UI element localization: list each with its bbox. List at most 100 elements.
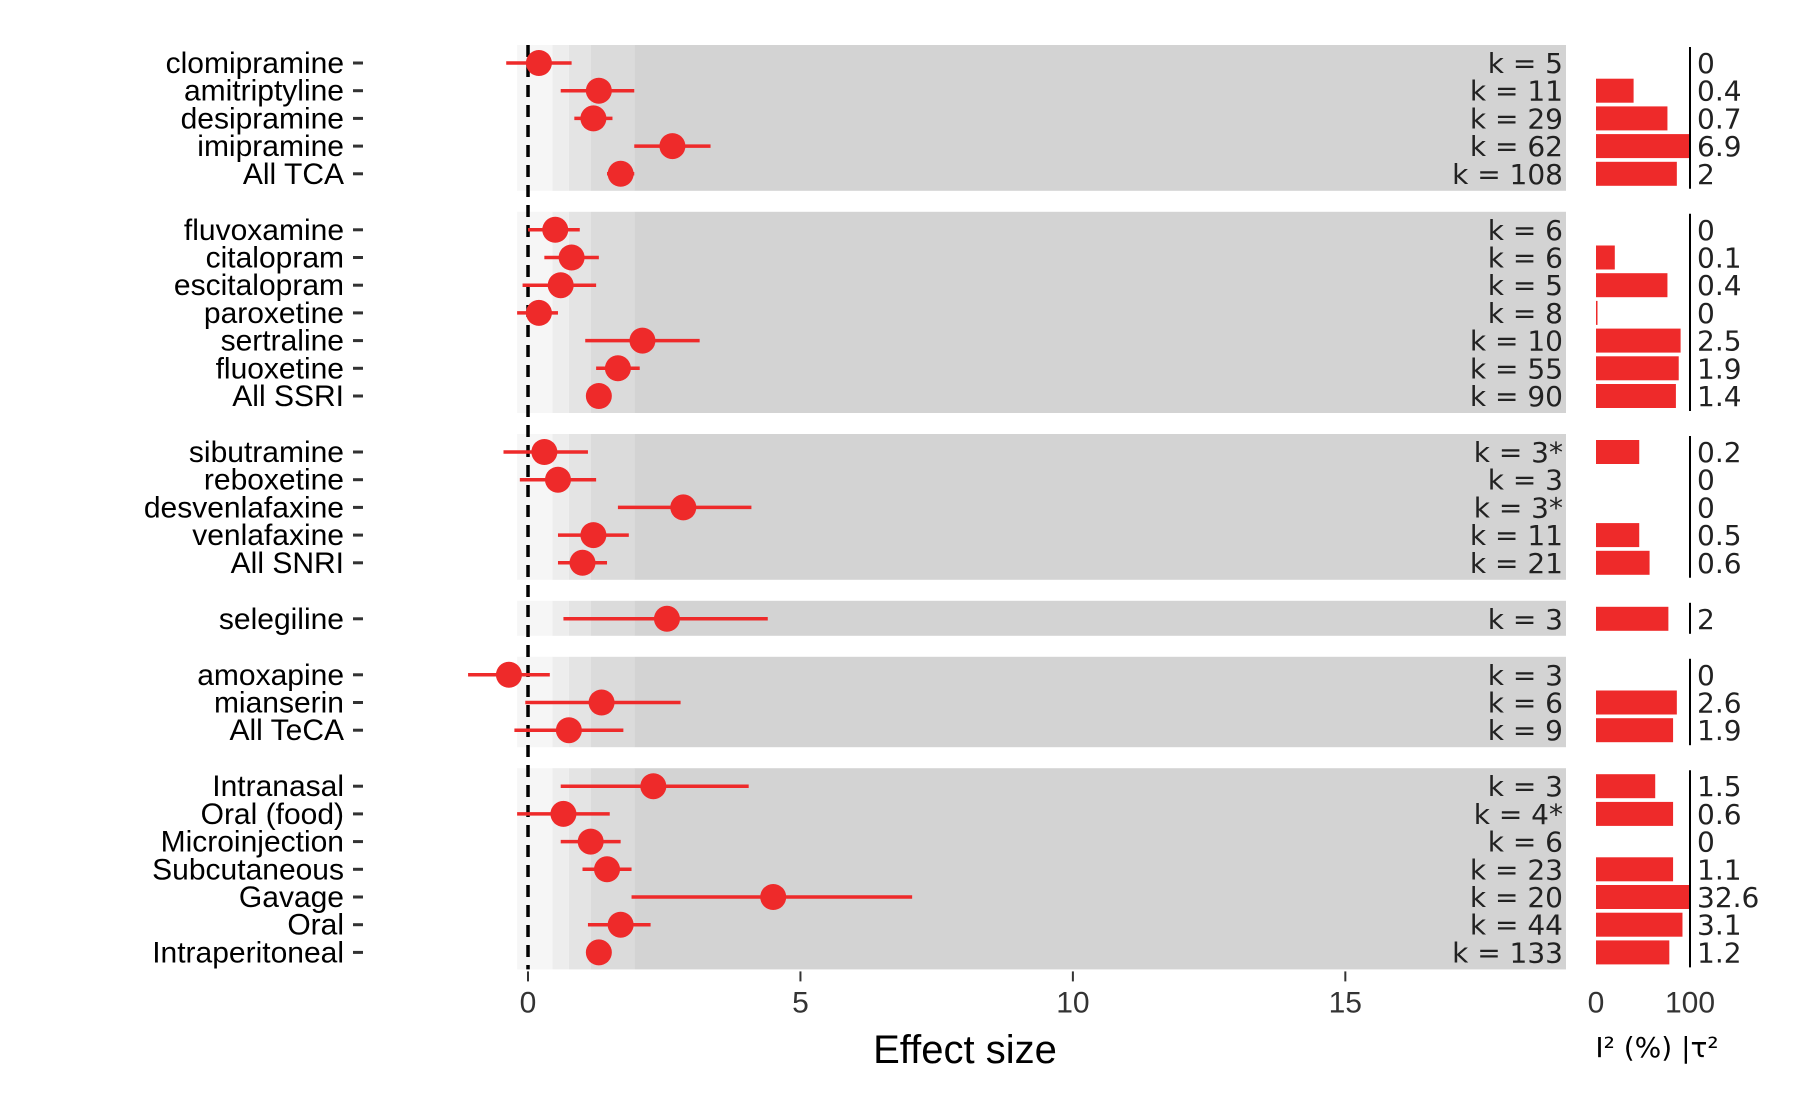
panel-band [552, 768, 569, 970]
i2-bar [1596, 885, 1690, 909]
panel-band [370, 656, 518, 748]
estimate-marks [468, 50, 913, 966]
effect-estimate-point [594, 856, 621, 883]
tau2-value: 0 [1697, 826, 1715, 859]
panel-band [517, 600, 553, 636]
category-label: fluvoxamine [184, 214, 344, 247]
tau2-value: 0 [1697, 659, 1715, 692]
i2-bar [1596, 300, 1598, 325]
category-labels: clomipramineamitriptylinedesipramineimip… [144, 47, 363, 969]
category-label: sertraline [221, 325, 344, 358]
tau2-value: 32.6 [1697, 881, 1759, 914]
study-count: k = 3 [1488, 659, 1563, 692]
category-label: reboxetine [204, 464, 344, 497]
effect-estimate-point [659, 133, 686, 160]
panel-band [517, 768, 553, 970]
panel-band [370, 600, 518, 636]
effect-estimate-point [607, 160, 634, 187]
i2-bar [1596, 801, 1674, 826]
effect-estimate-point [604, 355, 631, 382]
category-label: Intranasal [212, 770, 344, 803]
study-count: k = 8 [1488, 297, 1563, 330]
effect-estimate-point [569, 549, 596, 576]
category-label: amoxapine [197, 659, 344, 692]
i2-bar [1596, 440, 1640, 464]
tau2-value: 0.6 [1697, 547, 1742, 580]
i2-bar [1596, 78, 1634, 103]
tau2-value: 0 [1697, 47, 1715, 80]
category-label: All TeCA [230, 714, 345, 747]
x-tick-label: 0 [520, 986, 537, 1019]
panel-band [370, 211, 518, 413]
effect-estimate-point [607, 911, 634, 938]
tau2-value: 1.9 [1697, 714, 1742, 747]
axes: Effect size I² (%) |τ² 0 5 10 15 0 100 [520, 971, 1719, 1072]
study-count: k = 3 [1488, 770, 1563, 803]
tau2-value: 0.2 [1697, 436, 1742, 469]
effect-estimate-point [629, 327, 656, 354]
heterogeneity-bars: 00.40.76.9200.10.402.51.91.40.2000.50.62… [1596, 47, 1759, 969]
effect-estimate-point [547, 272, 574, 299]
category-label: imipramine [197, 130, 344, 163]
tau2-value: 0 [1697, 297, 1715, 330]
tau2-value: 6.9 [1697, 130, 1742, 163]
study-count: k = 9 [1488, 714, 1563, 747]
tau2-value: 2 [1697, 158, 1715, 191]
panel-band [634, 768, 1566, 970]
i2-tick-label: 0 [1588, 986, 1605, 1019]
study-count: k = 3* [1474, 491, 1563, 524]
group-panels [370, 45, 1566, 970]
tau2-value: 0.1 [1697, 242, 1742, 275]
category-label: Oral [287, 909, 344, 942]
i2-bar [1596, 523, 1640, 548]
i2-bar [1596, 857, 1674, 882]
effect-estimate-point [585, 939, 612, 966]
x-tick-label: 10 [1056, 986, 1089, 1019]
i2-bar [1596, 940, 1670, 965]
panel-band [568, 211, 591, 413]
study-count: k = 5 [1488, 47, 1563, 80]
tau2-value: 1.5 [1697, 770, 1742, 803]
tau2-value: 1.1 [1697, 853, 1742, 886]
effect-estimate-point [525, 299, 552, 326]
i2-bar [1596, 690, 1677, 715]
i2-bar [1596, 161, 1677, 186]
study-count: k = 6 [1488, 826, 1563, 859]
i2-bar [1596, 774, 1656, 799]
tau2-value: 2 [1697, 603, 1715, 636]
study-count: k = 55 [1470, 352, 1563, 385]
study-count: k = 11 [1470, 75, 1563, 108]
category-label: fluoxetine [216, 352, 344, 385]
effect-estimate-point [550, 800, 577, 827]
study-count: k = 6 [1488, 687, 1563, 720]
study-count: k = 3 [1488, 603, 1563, 636]
i2-tick-label: 100 [1665, 986, 1715, 1019]
effect-estimate-point [588, 689, 615, 716]
effect-estimate-point [542, 216, 569, 243]
tau2-value: 2.5 [1697, 325, 1742, 358]
study-count: k = 44 [1470, 909, 1563, 942]
tau2-value: 1.2 [1697, 936, 1742, 969]
study-count: k = 21 [1470, 547, 1563, 580]
study-count: k = 3 [1488, 464, 1563, 497]
tau2-value: 1.4 [1697, 380, 1742, 413]
panel-band [634, 434, 1566, 580]
category-label: Subcutaneous [152, 853, 344, 886]
effect-estimate-point [760, 884, 787, 910]
panel-band [634, 211, 1566, 413]
study-count: k = 29 [1470, 102, 1563, 135]
panel-band [370, 768, 518, 970]
tau2-value: 2.6 [1697, 687, 1742, 720]
category-label: desvenlafaxine [144, 491, 344, 524]
category-label: All SSRI [232, 380, 344, 413]
study-count: k = 5 [1488, 269, 1563, 302]
i2-axis-label: I² (%) |τ² [1595, 1031, 1718, 1064]
study-count: k = 10 [1470, 325, 1563, 358]
category-label: Oral (food) [201, 798, 344, 831]
panel-band [552, 45, 569, 191]
panel-band [634, 656, 1566, 748]
effect-estimate-point [531, 439, 558, 465]
tau2-value: 0.4 [1697, 269, 1742, 302]
category-label: desipramine [181, 102, 344, 135]
